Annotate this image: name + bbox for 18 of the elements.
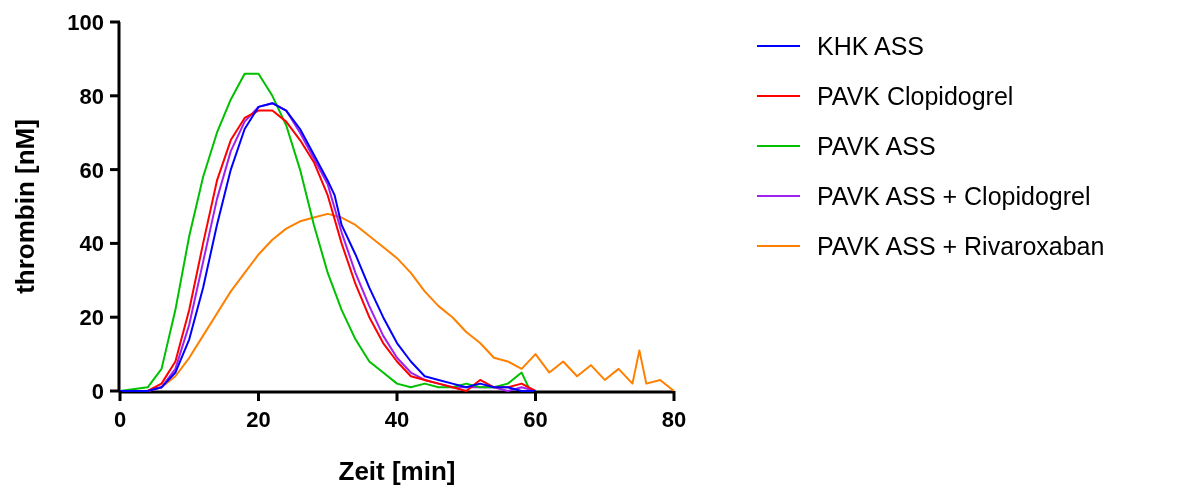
y-tick-label: 60 [79, 157, 104, 183]
y-tick-label: 20 [79, 305, 104, 331]
legend-label: PAVK ASS + Rivaroxaban [817, 232, 1105, 260]
legend-label: PAVK ASS + Clopidogrel [817, 182, 1091, 210]
y-tick-label: 80 [79, 83, 104, 109]
y-tick-label: 100 [67, 10, 104, 35]
x-tick-label: 40 [384, 407, 410, 432]
x-tick-label: 20 [246, 407, 271, 432]
legend-label: PAVK Clopidogrel [817, 82, 1014, 110]
y-tick-label: 40 [79, 231, 104, 257]
x-tick-label: 80 [661, 407, 687, 432]
legend-label: PAVK ASS [817, 132, 936, 160]
x-axis-title: Zeit [min] [338, 456, 456, 486]
legend-label: KHK ASS [817, 32, 924, 60]
x-tick-label: 60 [523, 407, 548, 432]
y-tick-label: 0 [91, 379, 104, 404]
x-tick-label: 0 [113, 407, 127, 432]
y-axis-title: thrombin [nM] [10, 119, 40, 294]
